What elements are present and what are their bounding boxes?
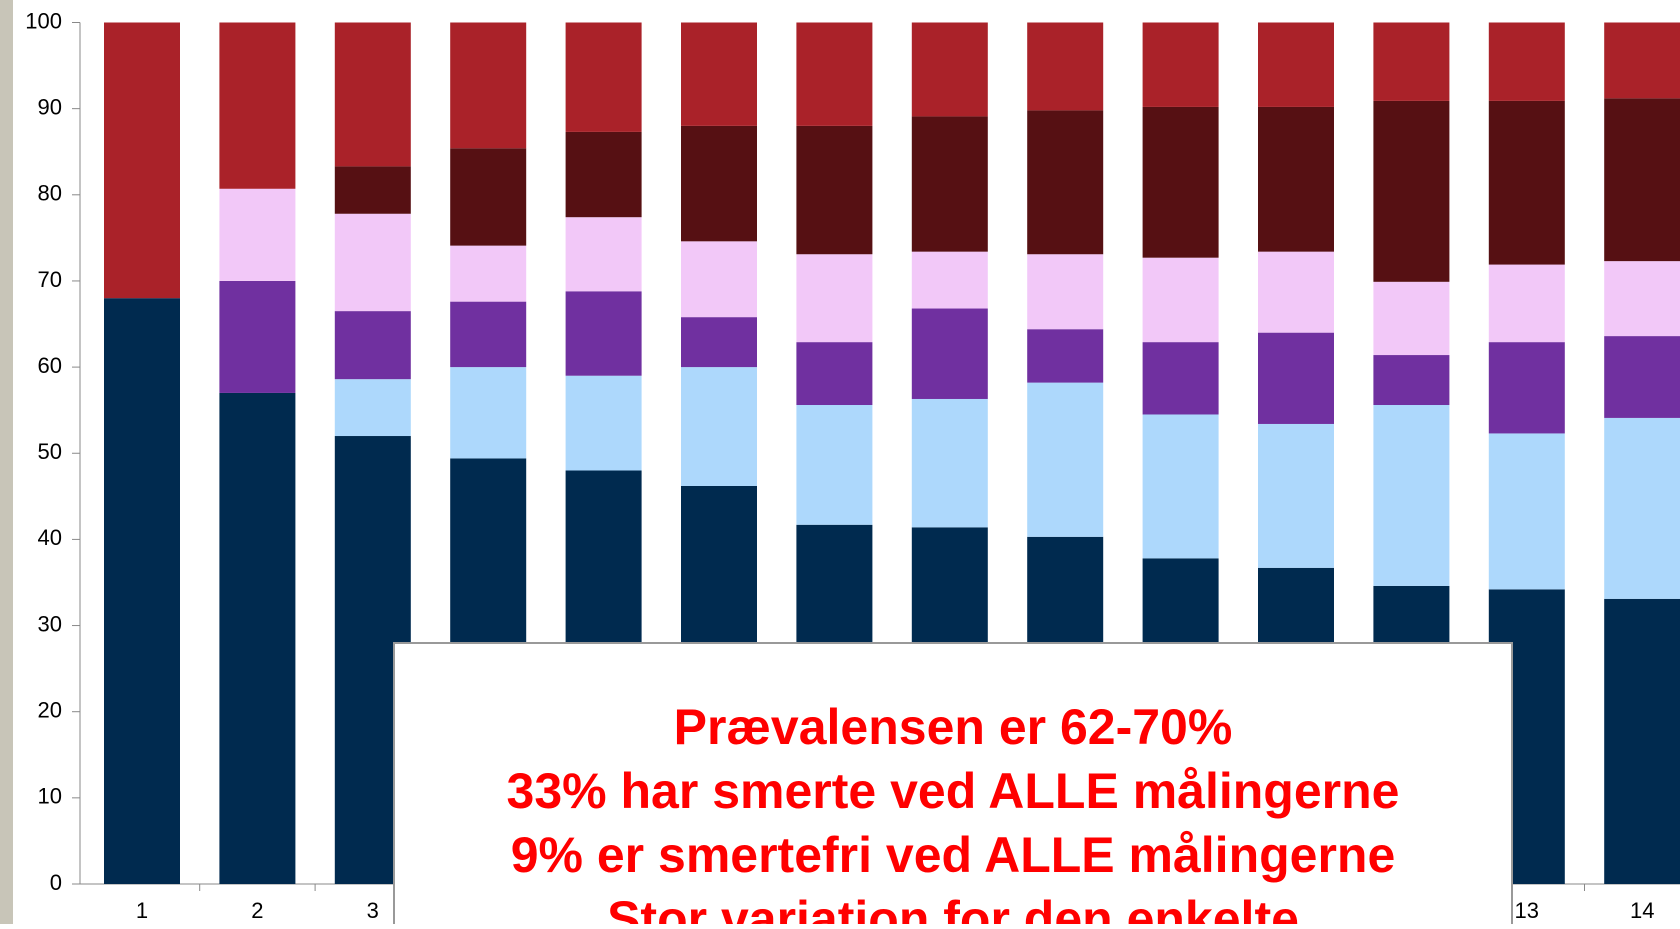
y-tick-label: 20 — [38, 698, 62, 723]
bar-segment — [681, 125, 757, 242]
bar-segment — [911, 22, 988, 117]
y-tick-label: 50 — [38, 439, 62, 464]
bar-segment — [1488, 100, 1565, 265]
bar-segment — [1373, 281, 1450, 356]
bar-segment — [911, 116, 988, 252]
bar-segment — [1604, 261, 1680, 337]
bar-segment — [1027, 22, 1104, 111]
bar-segment — [219, 22, 296, 189]
bar-segment — [1488, 342, 1565, 434]
bar-segment — [796, 125, 873, 255]
bar-segment — [796, 405, 873, 525]
bar-segment — [1142, 414, 1219, 559]
bar-segment — [334, 166, 411, 214]
bar-segment — [565, 22, 642, 132]
y-tick-label: 30 — [38, 611, 62, 636]
y-tick-label: 100 — [25, 8, 62, 33]
bar-segment — [104, 298, 180, 884]
bar-segment — [334, 379, 411, 437]
y-tick-label: 90 — [38, 94, 62, 119]
bar-segment — [334, 311, 411, 380]
bar-segment — [1027, 254, 1104, 330]
bar-segment — [681, 241, 757, 318]
bar-segment — [1488, 264, 1565, 343]
bar-segment — [219, 188, 296, 281]
bar-segment — [796, 254, 873, 343]
side-strip — [0, 0, 13, 924]
bar-segment — [219, 280, 296, 393]
bar-segment — [450, 22, 527, 149]
bar-segment — [1604, 22, 1680, 99]
bar-segment — [334, 213, 411, 312]
bar-segment — [450, 148, 527, 246]
bar-segment — [1258, 106, 1334, 252]
bar-segment — [681, 22, 757, 126]
bar-segment — [450, 367, 527, 459]
x-tick-label: 2 — [251, 898, 263, 923]
bar-segment — [1258, 332, 1334, 424]
bar-segment — [796, 22, 873, 126]
annotation-line: 9% er smertefri ved ALLE målingerne — [511, 827, 1396, 883]
bar-segment — [1604, 336, 1680, 418]
bar-segment — [1142, 342, 1219, 415]
bar-segment — [1604, 98, 1680, 262]
bar-segment — [1142, 22, 1219, 107]
bar-segment — [1373, 22, 1450, 101]
text-box — [393, 642, 1513, 929]
bar-segment — [1142, 106, 1219, 258]
y-tick-label: 40 — [38, 525, 62, 550]
bar-segment — [450, 245, 527, 302]
bar-segment — [911, 398, 988, 528]
x-tick-label: 13 — [1515, 898, 1539, 923]
y-tick-label: 10 — [38, 784, 62, 809]
x-tick-label: 3 — [367, 898, 379, 923]
bar-segment — [1373, 100, 1450, 282]
bar-segment — [104, 22, 180, 299]
bar-segment — [1142, 257, 1219, 343]
bar-segment — [565, 375, 642, 471]
bar-segment — [1488, 22, 1565, 101]
y-tick-label: 60 — [38, 353, 62, 378]
bar-segment — [911, 308, 988, 399]
annotation-line: 33% har smerte ved ALLE målingerne — [507, 763, 1400, 819]
bar-segment — [1027, 329, 1104, 383]
bar-segment — [219, 392, 296, 884]
bar-segment — [796, 342, 873, 406]
bar-segment — [1027, 382, 1104, 537]
bar-segment — [1373, 355, 1450, 406]
bar-segment — [1488, 433, 1565, 590]
bar-segment — [565, 217, 642, 292]
bar-segment — [1604, 417, 1680, 599]
bar-segment — [681, 367, 757, 486]
bar-segment — [681, 317, 757, 368]
bar-segment — [334, 22, 411, 167]
bar-segment — [1258, 251, 1334, 333]
bar-segment — [565, 131, 642, 218]
bar-segment — [1604, 598, 1680, 884]
bar-segment — [911, 251, 988, 309]
x-tick-label: 14 — [1630, 898, 1654, 923]
annotation-line: Stor variation for den enkelte — [607, 891, 1299, 924]
y-tick-label: 80 — [38, 181, 62, 206]
bar-segment — [1258, 22, 1334, 107]
bar-segment — [450, 301, 527, 368]
bar-segment — [565, 291, 642, 376]
y-tick-label: 0 — [50, 870, 62, 895]
x-tick-label: 1 — [136, 898, 148, 923]
y-tick-label: 70 — [38, 267, 62, 292]
bar-segment — [1258, 423, 1334, 568]
bar-segment — [1027, 110, 1104, 255]
annotation-line: Prævalensen er 62-70% — [674, 699, 1233, 755]
bar-segment — [1373, 405, 1450, 586]
